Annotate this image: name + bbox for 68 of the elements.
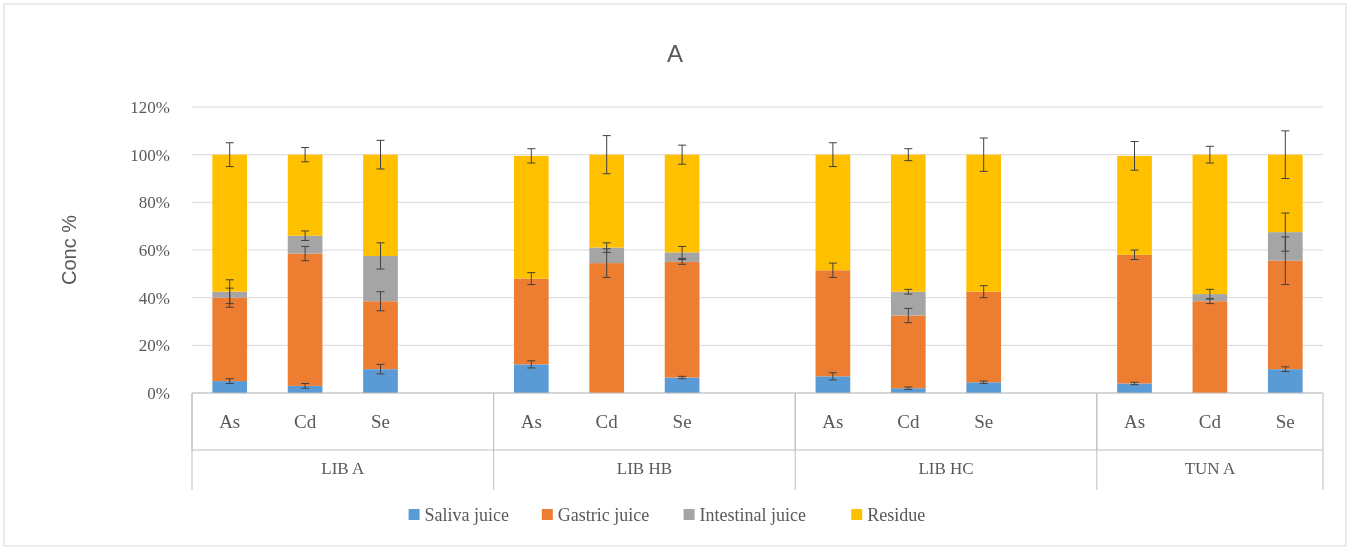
text: LIB A xyxy=(321,459,365,478)
x-tick-label: Se xyxy=(1275,411,1295,432)
y-tick-label: 100% xyxy=(130,145,170,165)
x-tick-label: Se xyxy=(974,411,994,432)
bar xyxy=(1117,155,1152,255)
x-tick-label: Cd xyxy=(1198,411,1222,432)
bar xyxy=(287,235,323,254)
bar xyxy=(890,315,926,389)
bar xyxy=(664,252,700,262)
bar xyxy=(212,291,248,298)
y-tick-label: 60% xyxy=(138,240,170,260)
x-tick-label: As xyxy=(520,411,542,432)
bar xyxy=(1267,232,1303,261)
x-tick-label: Se xyxy=(371,411,390,432)
x-tick-label: Cd xyxy=(595,411,619,432)
bar xyxy=(966,154,1002,292)
bar xyxy=(363,301,398,370)
bar xyxy=(815,270,851,377)
x-tick-label: As xyxy=(1123,411,1146,432)
text: TUN A xyxy=(1184,459,1236,478)
bar xyxy=(212,154,248,292)
bar xyxy=(1267,369,1303,393)
text: LIB HB xyxy=(616,459,673,478)
bar xyxy=(589,154,625,248)
bar xyxy=(513,155,549,279)
bar xyxy=(815,154,851,271)
legend-label: Gastric juice xyxy=(557,505,650,526)
x-tick-label: Cd xyxy=(897,411,920,432)
legend-label: Residue xyxy=(867,505,926,526)
y-tick-label: 0% xyxy=(147,383,170,403)
y-tick-label: 40% xyxy=(138,288,170,308)
legend-label: Intestinal juice xyxy=(699,505,807,526)
bar xyxy=(589,263,625,393)
bar xyxy=(363,154,398,256)
text: LIB HC xyxy=(918,459,974,478)
bar xyxy=(589,247,625,264)
bar xyxy=(1117,383,1152,393)
bar xyxy=(664,377,700,393)
bar xyxy=(664,261,700,378)
x-tick-label: Se xyxy=(672,411,692,432)
bar xyxy=(287,253,323,386)
bar xyxy=(890,291,926,316)
bar xyxy=(513,364,549,393)
bar xyxy=(815,376,851,393)
bar xyxy=(1117,254,1152,384)
x-tick-label: Cd xyxy=(294,411,317,432)
y-tick-label: 120% xyxy=(130,97,170,117)
y-tick-label: 80% xyxy=(138,193,170,213)
bar xyxy=(1192,301,1228,393)
bar xyxy=(212,381,248,393)
bar xyxy=(363,255,398,302)
bar xyxy=(363,369,398,393)
x-tick-label: As xyxy=(822,411,844,432)
x-tick-label: As xyxy=(219,411,241,432)
bar xyxy=(212,297,248,382)
bar xyxy=(1267,260,1303,370)
bar xyxy=(890,154,926,292)
bar xyxy=(1192,154,1228,295)
y-axis-title: Conc % xyxy=(58,214,80,286)
chart-title: A xyxy=(666,40,684,67)
bar xyxy=(664,154,700,253)
bar xyxy=(287,154,323,236)
y-tick-label: 20% xyxy=(138,336,170,356)
bar xyxy=(1267,154,1303,233)
bar xyxy=(513,278,549,365)
bar xyxy=(966,291,1002,383)
legend-label: Saliva juice xyxy=(424,505,510,526)
bar xyxy=(966,382,1002,393)
